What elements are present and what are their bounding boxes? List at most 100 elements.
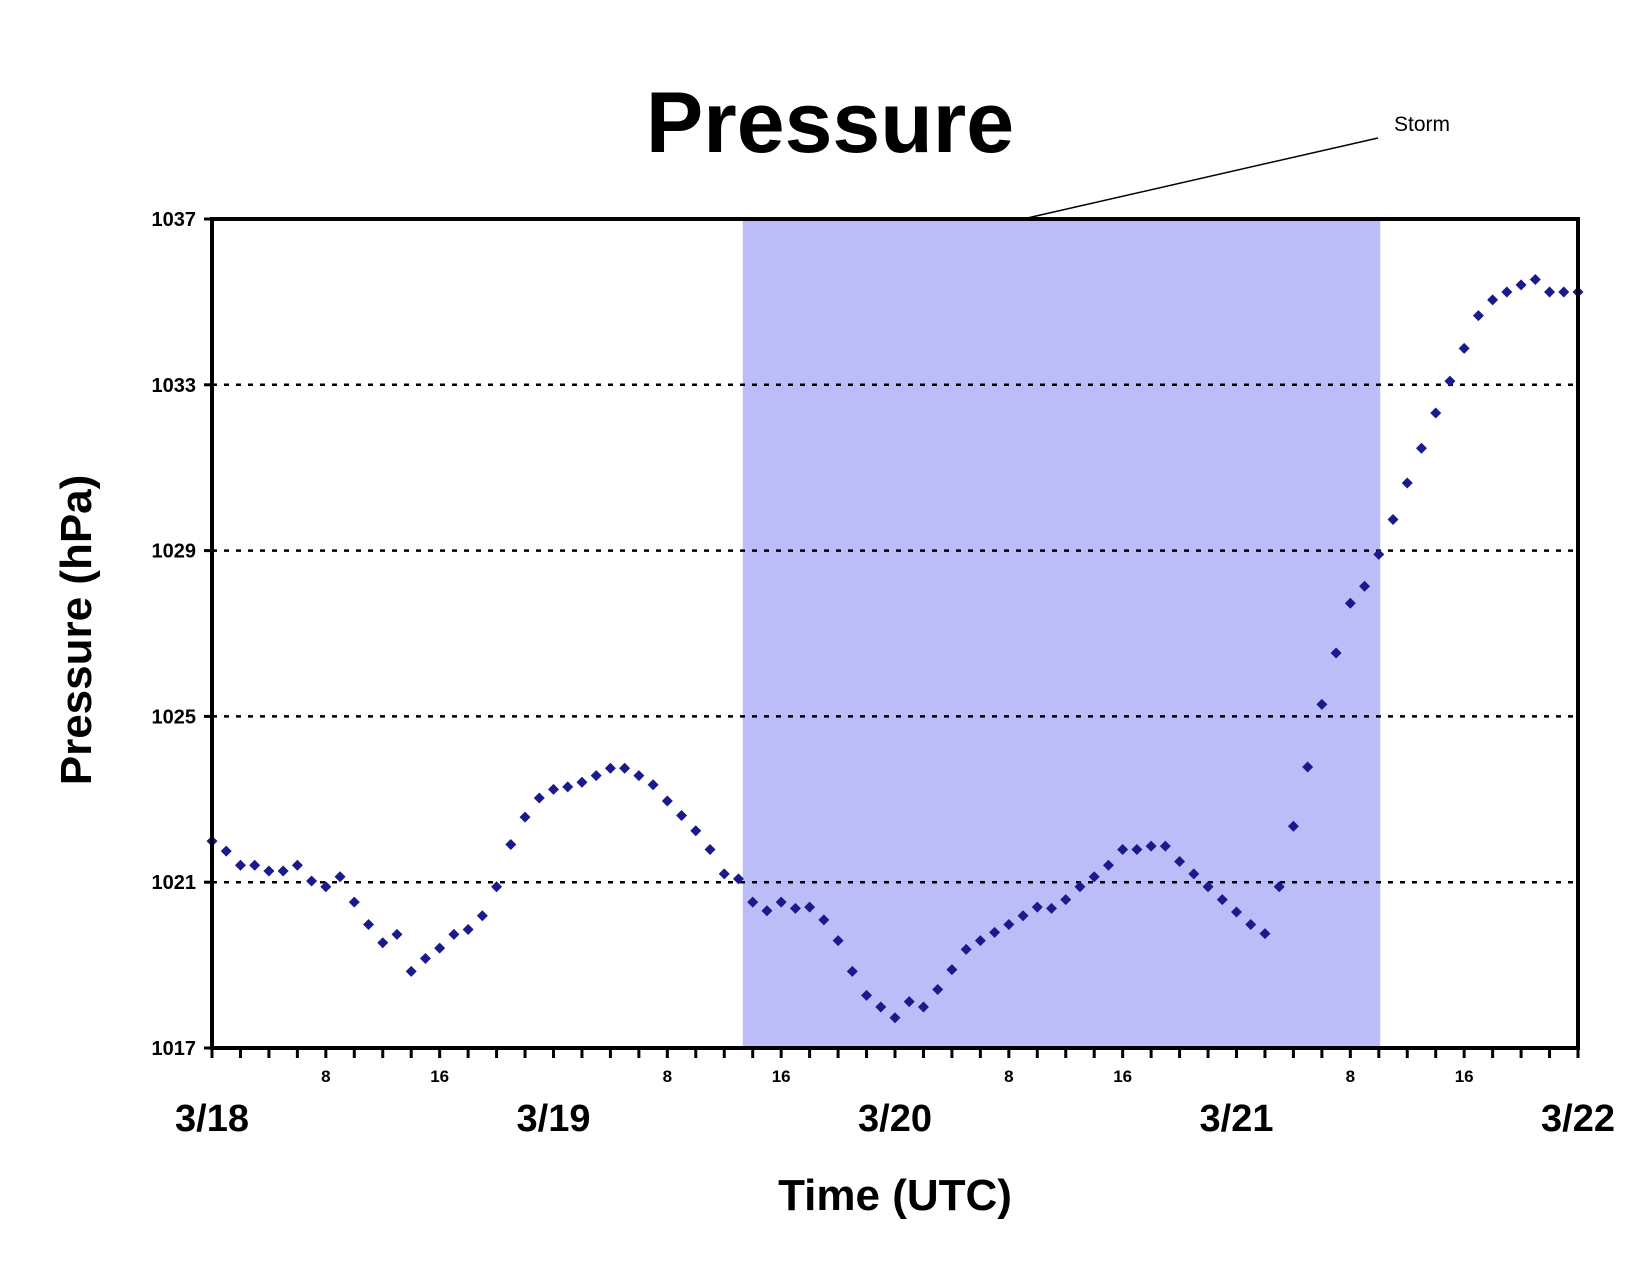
data-point xyxy=(619,762,631,774)
x-hour-label: 16 xyxy=(430,1067,449,1086)
data-point xyxy=(1159,840,1171,852)
y-tick-label: 1037 xyxy=(152,209,197,231)
data-point xyxy=(974,935,986,947)
x-day-label: 3/19 xyxy=(517,1098,591,1140)
data-point xyxy=(1558,286,1570,298)
data-point xyxy=(1316,698,1328,710)
x-hour-label: 8 xyxy=(1004,1067,1013,1086)
x-day-label: 3/22 xyxy=(1541,1098,1615,1140)
data-point xyxy=(562,781,574,793)
data-point xyxy=(291,859,303,871)
data-point xyxy=(1046,902,1058,914)
data-point xyxy=(633,770,645,782)
data-point xyxy=(732,873,744,885)
x-hour-label: 8 xyxy=(663,1067,672,1086)
data-point xyxy=(1401,477,1413,489)
data-point xyxy=(718,868,730,880)
data-point xyxy=(661,795,673,807)
data-point xyxy=(476,910,488,922)
data-point xyxy=(1444,375,1456,387)
data-point xyxy=(462,923,474,935)
x-day-label: 3/18 xyxy=(175,1098,249,1140)
data-point xyxy=(932,984,944,996)
data-point xyxy=(590,770,602,782)
data-point xyxy=(1017,910,1029,922)
data-point xyxy=(1088,871,1100,883)
data-point xyxy=(1231,906,1242,918)
x-hour-label: 8 xyxy=(1346,1067,1355,1086)
data-point xyxy=(1216,894,1228,906)
data-point xyxy=(348,896,360,908)
data-point xyxy=(1174,855,1186,867)
data-point xyxy=(832,935,844,947)
data-point xyxy=(405,965,417,977)
data-point xyxy=(704,843,716,855)
data-points xyxy=(206,274,1584,1024)
data-point xyxy=(761,905,773,917)
data-point xyxy=(234,859,246,871)
storm-annotation-label: Storm xyxy=(1394,113,1450,136)
data-point xyxy=(1202,881,1214,893)
x-axis-title: Time (UTC) xyxy=(778,1171,1012,1220)
data-point xyxy=(491,881,503,893)
data-point xyxy=(676,809,688,821)
y-tick-label: 1025 xyxy=(152,706,197,728)
x-hour-label: 16 xyxy=(1455,1067,1474,1086)
data-point xyxy=(1273,881,1285,893)
data-point xyxy=(1287,820,1299,832)
data-point xyxy=(875,1001,887,1013)
data-point xyxy=(1302,761,1314,773)
data-point xyxy=(391,928,403,940)
y-axis-ticks: 1017 1021 1025 1029 1033 1037 xyxy=(152,209,212,1060)
y-tick-label: 1029 xyxy=(152,541,197,563)
data-point xyxy=(1145,840,1157,852)
data-point xyxy=(306,875,318,887)
data-point xyxy=(1060,894,1072,906)
y-tick-label: 1017 xyxy=(152,1038,197,1060)
data-point xyxy=(377,937,389,949)
x-hour-label: 16 xyxy=(772,1067,791,1086)
y-axis-title: Pressure (hPa) xyxy=(52,475,101,786)
data-point xyxy=(548,783,559,795)
data-point xyxy=(1117,843,1129,855)
data-point xyxy=(1102,859,1114,871)
data-point xyxy=(818,914,830,926)
y-tick-label: 1033 xyxy=(152,375,197,397)
data-point xyxy=(1458,342,1470,354)
data-point xyxy=(775,896,787,908)
x-axis-ticks: 8 16 8 16 8 16 8 16 3/18 3/19 3/20 3/21 3/22 xyxy=(175,1048,1615,1140)
data-point xyxy=(647,779,659,791)
data-point xyxy=(277,865,289,877)
data-point xyxy=(1330,647,1342,659)
data-point xyxy=(1487,294,1499,306)
data-point xyxy=(747,896,759,908)
y-tick-label: 1021 xyxy=(152,872,197,894)
data-point xyxy=(789,902,801,914)
data-point xyxy=(804,901,816,913)
data-point xyxy=(1131,843,1143,855)
data-point xyxy=(604,762,616,774)
data-point xyxy=(1387,514,1399,526)
chart-title: Pressure xyxy=(646,75,1014,171)
data-point xyxy=(1529,274,1541,286)
data-point xyxy=(448,928,460,940)
x-hour-label: 8 xyxy=(321,1067,330,1086)
data-point xyxy=(1074,881,1086,893)
data-point xyxy=(1501,286,1513,298)
data-point xyxy=(989,926,1001,938)
data-point xyxy=(419,952,431,964)
data-point xyxy=(690,825,702,837)
data-point xyxy=(1515,279,1527,291)
data-point xyxy=(249,859,261,871)
data-point xyxy=(363,918,375,930)
data-point xyxy=(434,942,446,954)
storm-shaded-region xyxy=(742,219,1381,1048)
data-point xyxy=(1472,310,1484,322)
data-point xyxy=(846,965,858,977)
data-point xyxy=(1245,918,1257,930)
data-point xyxy=(1259,928,1271,940)
data-point xyxy=(903,996,915,1008)
storm-annotation-leader xyxy=(1027,137,1379,219)
